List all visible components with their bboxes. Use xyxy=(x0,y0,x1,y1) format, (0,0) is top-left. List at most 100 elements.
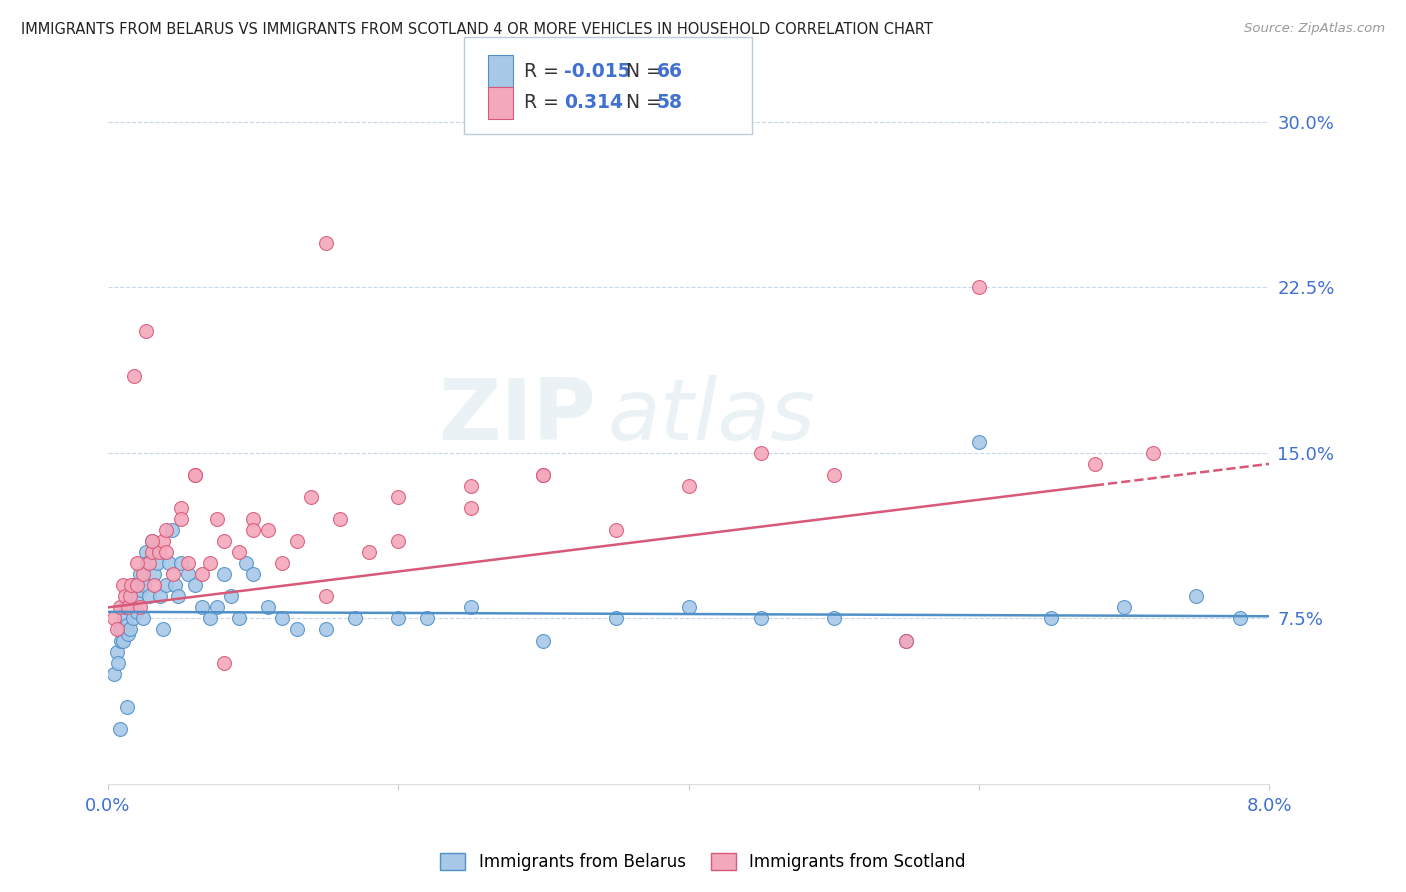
Point xyxy=(115,699,138,714)
Text: R =: R = xyxy=(524,93,571,112)
Point xyxy=(120,600,142,615)
Point xyxy=(129,600,152,615)
Point xyxy=(184,578,207,592)
Point xyxy=(136,556,159,570)
Point xyxy=(1229,611,1251,625)
Point xyxy=(141,534,163,549)
Point xyxy=(121,611,143,625)
Point xyxy=(117,600,139,615)
Point xyxy=(343,611,366,625)
Point xyxy=(122,578,145,592)
Text: -0.015: -0.015 xyxy=(564,62,630,81)
Text: N =: N = xyxy=(626,62,668,81)
Point xyxy=(157,556,180,570)
Point xyxy=(285,623,308,637)
Point xyxy=(122,368,145,383)
Text: atlas: atlas xyxy=(607,376,815,458)
Text: 58: 58 xyxy=(657,93,682,112)
Point xyxy=(105,644,128,658)
Point xyxy=(531,633,554,648)
Point xyxy=(138,590,160,604)
Point xyxy=(678,600,700,615)
Point xyxy=(228,545,250,559)
Point xyxy=(125,578,148,592)
Point xyxy=(143,567,166,582)
Text: R =: R = xyxy=(524,62,565,81)
Point xyxy=(124,590,146,604)
Point xyxy=(135,325,157,339)
Point xyxy=(387,534,409,549)
Point xyxy=(132,567,155,582)
Point xyxy=(299,490,322,504)
Point xyxy=(460,501,482,516)
Point xyxy=(143,578,166,592)
Point xyxy=(315,623,337,637)
Point xyxy=(114,590,136,604)
Point xyxy=(114,600,136,615)
Point xyxy=(125,605,148,619)
Point xyxy=(160,523,183,537)
Point xyxy=(163,578,186,592)
Point xyxy=(111,633,134,648)
Point xyxy=(205,600,228,615)
Point xyxy=(107,656,129,670)
Text: IMMIGRANTS FROM BELARUS VS IMMIGRANTS FROM SCOTLAND 4 OR MORE VEHICLES IN HOUSEH: IMMIGRANTS FROM BELARUS VS IMMIGRANTS FR… xyxy=(21,22,934,37)
Point xyxy=(129,567,152,582)
Point xyxy=(141,545,163,559)
Point xyxy=(359,545,381,559)
Point xyxy=(108,623,131,637)
Point xyxy=(242,523,264,537)
Point xyxy=(162,567,184,582)
Legend: Immigrants from Belarus, Immigrants from Scotland: Immigrants from Belarus, Immigrants from… xyxy=(432,845,974,880)
Point xyxy=(967,280,990,294)
Point xyxy=(1084,457,1107,471)
Point xyxy=(131,582,153,597)
Point xyxy=(155,578,177,592)
Point xyxy=(387,490,409,504)
Point xyxy=(460,479,482,493)
Point xyxy=(166,590,188,604)
Point xyxy=(115,618,138,632)
Point xyxy=(112,611,135,625)
Point xyxy=(212,656,235,670)
Point xyxy=(460,600,482,615)
Point xyxy=(155,545,177,559)
Point xyxy=(103,611,125,625)
Point xyxy=(271,556,294,570)
Point xyxy=(103,666,125,681)
Point xyxy=(118,590,141,604)
Point xyxy=(605,611,627,625)
Point xyxy=(329,512,352,526)
Point xyxy=(138,556,160,570)
Point xyxy=(967,434,990,449)
Point xyxy=(242,567,264,582)
Point xyxy=(1142,446,1164,460)
Point xyxy=(1112,600,1135,615)
Point xyxy=(212,567,235,582)
Point xyxy=(155,523,177,537)
Point xyxy=(212,534,235,549)
Point xyxy=(198,556,221,570)
Point xyxy=(228,611,250,625)
Point xyxy=(285,534,308,549)
Point xyxy=(108,600,131,615)
Point xyxy=(1185,590,1208,604)
Point xyxy=(191,600,214,615)
Point xyxy=(271,611,294,625)
Point xyxy=(177,556,200,570)
Point xyxy=(149,590,172,604)
Point xyxy=(531,467,554,482)
Point xyxy=(177,567,200,582)
Point xyxy=(191,567,214,582)
Point xyxy=(256,600,278,615)
Point xyxy=(896,633,918,648)
Point xyxy=(315,235,337,250)
Point xyxy=(127,578,149,592)
Point xyxy=(118,623,141,637)
Point xyxy=(387,611,409,625)
Point xyxy=(242,512,264,526)
Text: ZIP: ZIP xyxy=(437,376,596,458)
Point xyxy=(111,578,134,592)
Point xyxy=(235,556,257,570)
Point xyxy=(117,627,139,641)
